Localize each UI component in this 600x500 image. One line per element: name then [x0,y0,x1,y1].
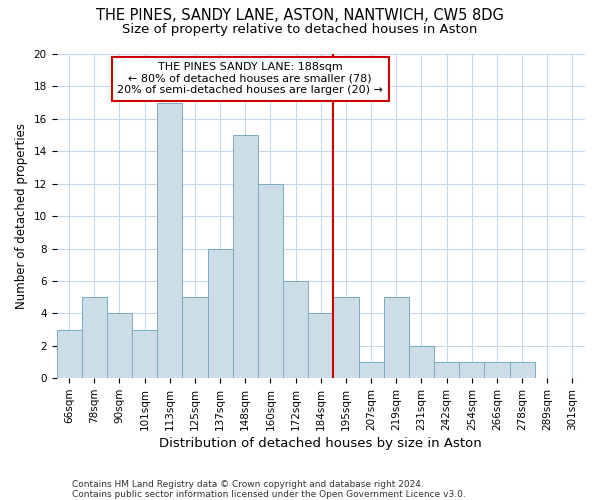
Text: Size of property relative to detached houses in Aston: Size of property relative to detached ho… [122,22,478,36]
Bar [56,330,82,378]
Text: Contains public sector information licensed under the Open Government Licence v3: Contains public sector information licen… [72,490,466,499]
Y-axis label: Number of detached properties: Number of detached properties [15,123,28,309]
Text: Contains HM Land Registry data © Crown copyright and database right 2024.: Contains HM Land Registry data © Crown c… [72,480,424,489]
Bar [308,314,334,378]
Bar [459,362,484,378]
Bar [434,362,459,378]
Bar [182,297,208,378]
X-axis label: Distribution of detached houses by size in Aston: Distribution of detached houses by size … [160,437,482,450]
Bar [82,297,107,378]
Bar [484,362,509,378]
Bar [208,248,233,378]
Bar [233,135,258,378]
Bar [258,184,283,378]
Bar [383,297,409,378]
Bar [283,281,308,378]
Bar [132,330,157,378]
Bar [157,102,182,378]
Bar [334,297,359,378]
Text: THE PINES, SANDY LANE, ASTON, NANTWICH, CW5 8DG: THE PINES, SANDY LANE, ASTON, NANTWICH, … [96,8,504,22]
Bar [359,362,383,378]
Bar [509,362,535,378]
Text: THE PINES SANDY LANE: 188sqm
← 80% of detached houses are smaller (78)
20% of se: THE PINES SANDY LANE: 188sqm ← 80% of de… [118,62,383,96]
Bar [107,314,132,378]
Bar [409,346,434,378]
